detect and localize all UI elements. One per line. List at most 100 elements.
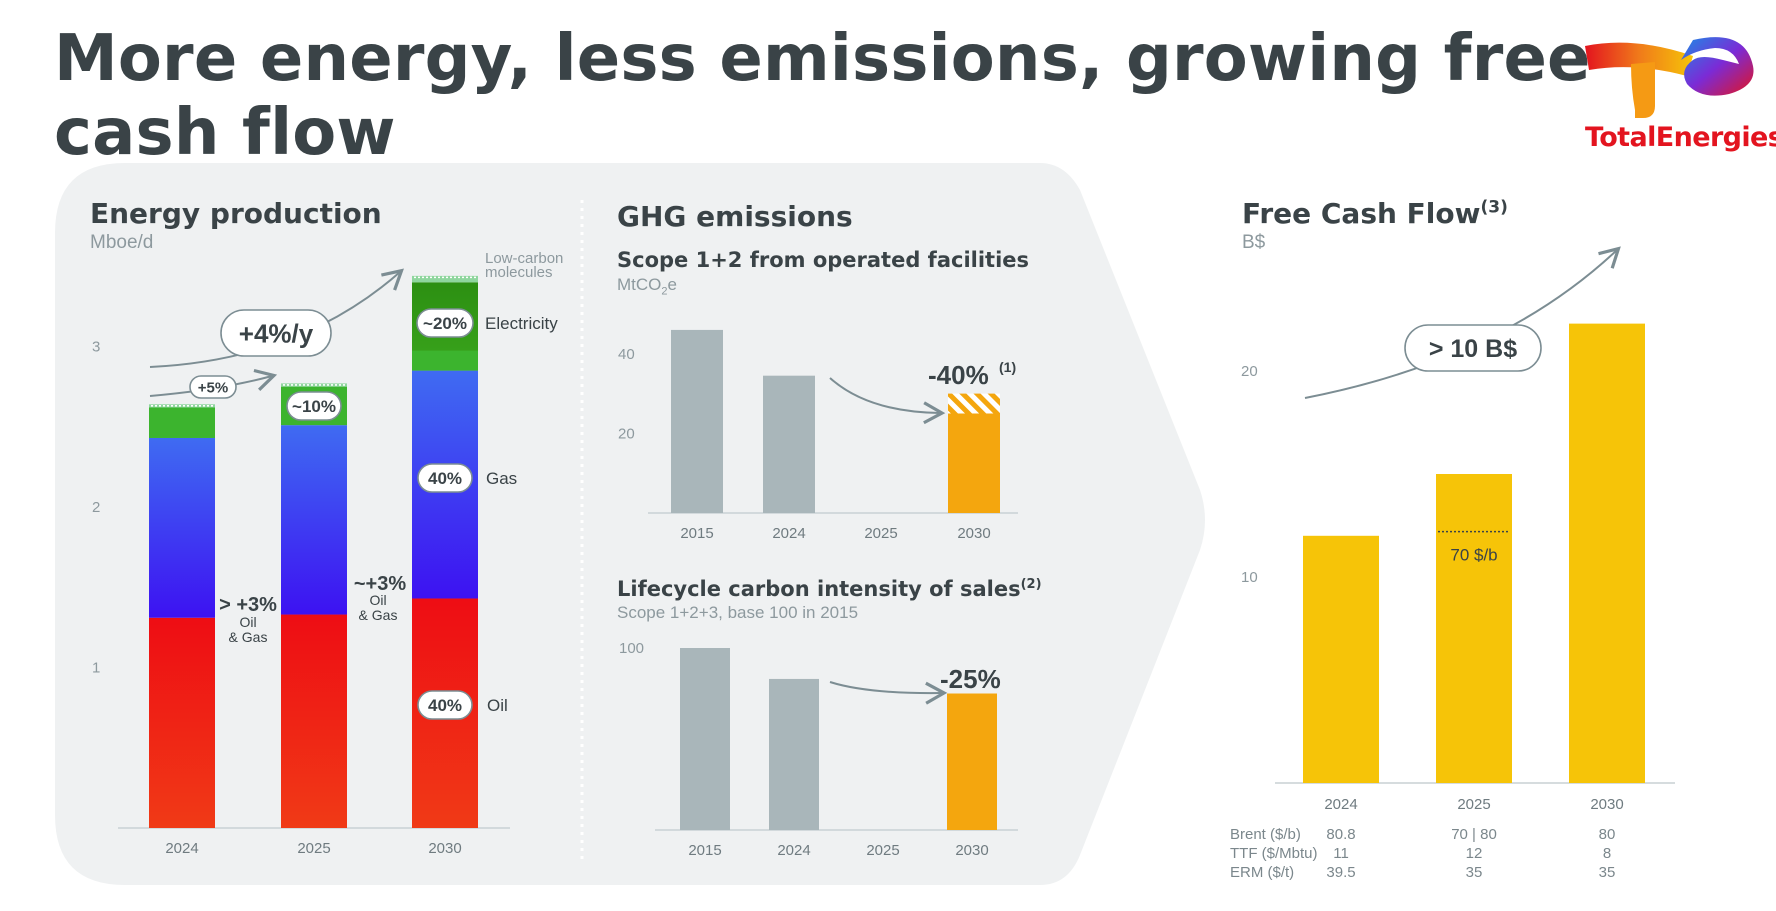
legend-lowcarbon-line2: molecules — [485, 264, 553, 281]
scope-xtick-2030: 2030 — [957, 525, 990, 542]
oil-share-2030-pill — [417, 690, 473, 720]
fcf-ytick-10: 10 — [1241, 569, 1258, 586]
fcf-target-label: > 10 B$ — [1429, 335, 1517, 363]
lci-xtick-2024: 2024 — [777, 842, 810, 859]
scope-ytick-40: 40 — [618, 346, 635, 363]
scope-delta-note: (1) — [999, 359, 1016, 375]
energy-production-title: Energy production — [90, 197, 382, 230]
lci-trend-arrow — [829, 681, 948, 705]
gas-share-2030-pill — [417, 463, 473, 493]
scope-unit: MtCO2e — [617, 275, 677, 297]
energy-xtick-2024: 2024 — [165, 840, 198, 857]
fcf-assumption-value: 80.8 — [1326, 826, 1356, 843]
oil-gas-growth-2025: > +3% — [219, 594, 277, 616]
lci-title-note: (2) — [1020, 577, 1042, 592]
fcf-assumption-value: 35 — [1465, 864, 1483, 881]
scope-bar-2030 — [948, 413, 1000, 513]
lci-bar-2015 — [680, 648, 730, 830]
lci-xtick-2015: 2015 — [688, 842, 721, 859]
lci-title: Lifecycle carbon intensity of sales(2) — [617, 577, 1042, 601]
scope-unit-prefix: MtCO — [617, 275, 662, 294]
cagr-label: +4%/y — [239, 318, 314, 348]
fcf-xtick-2030: 2030 — [1590, 796, 1623, 813]
fcf-assumption-value: 35 — [1598, 864, 1616, 881]
legend-electricity: Electricity — [485, 314, 558, 333]
scope-trend-arrow — [829, 377, 946, 425]
fcf-assumption-value: 8 — [1602, 845, 1612, 862]
fcf-assumption-value: 70 | 80 — [1451, 826, 1497, 843]
legend-gas: Gas — [486, 469, 517, 488]
electricity-share-2030-pill — [416, 308, 474, 338]
scope-bar-2030-hatched — [948, 393, 1000, 414]
energy-xtick-2030: 2030 — [428, 840, 461, 857]
fcf-assumption-label: TTF ($/Mbtu) — [1230, 845, 1318, 862]
lci-bar-2024 — [769, 678, 819, 830]
fcf-assumption-label: Brent ($/b) — [1230, 826, 1301, 843]
step-2025-label-pill — [189, 375, 237, 399]
energy-xtick-2025: 2025 — [297, 840, 330, 857]
fcf-assumption-value: 11 — [1333, 845, 1349, 862]
fcf-target-label-pill — [1404, 324, 1542, 372]
fcf-unit: B$ — [1242, 232, 1266, 253]
scope-xtick-2025: 2025 — [864, 525, 897, 542]
fcf-assumption-value: 39.5 — [1326, 864, 1356, 881]
scope-unit-sub: 2 — [661, 285, 668, 298]
energy-ytick-1: 1 — [92, 660, 100, 677]
fcf-xtick-2025: 2025 — [1457, 796, 1490, 813]
fcf-assumption-value: 12 — [1465, 845, 1483, 862]
scope-ytick-20: 20 — [618, 425, 635, 442]
scope-delta-label: -40% — [928, 360, 989, 390]
energy-bar-2025-oil — [281, 614, 347, 828]
energy-bar-2025-low-carbon-molecules — [281, 383, 347, 387]
legend-oil: Oil — [487, 696, 508, 715]
step-2025-label: +5% — [198, 379, 228, 396]
oil-gas-growth-2030: ~+3% — [354, 573, 406, 595]
scope-unit-suffix: e — [667, 275, 677, 294]
oil-gas-2025-line1: Oil — [239, 614, 256, 630]
scope-bar-2024 — [763, 375, 815, 513]
electricity-share-2025-pill — [286, 391, 342, 421]
fcf-title-note: (3) — [1480, 197, 1508, 218]
energy-production-unit: Mboe/d — [90, 232, 154, 253]
lci-xtick-2025: 2025 — [866, 842, 899, 859]
lci-unit: Scope 1+2+3, base 100 in 2015 — [617, 603, 859, 622]
energy-bar-2024-electricity — [149, 407, 215, 438]
fcf-ytick-20: 20 — [1241, 363, 1258, 380]
fcf-xtick-2024: 2024 — [1324, 796, 1357, 813]
energy-bar-2024-gas — [149, 437, 215, 618]
electricity-share-2030: ~20% — [423, 314, 467, 333]
scope-title: Scope 1+2 from operated facilities — [617, 248, 1030, 272]
electricity-share-2025: ~10% — [292, 397, 336, 416]
cagr-label-pill — [220, 309, 332, 357]
scope-bar-2015 — [671, 329, 723, 513]
lci-delta-label: -25% — [940, 664, 1001, 694]
energy-ytick-3: 3 — [92, 339, 100, 356]
legend-lowcarbon-line1: Low-carbon — [485, 250, 563, 267]
fcf-title-text: Free Cash Flow — [1242, 197, 1481, 230]
energy-bar-2024-low-carbon-molecules — [149, 404, 215, 408]
brand-name: TotalEnergies — [1585, 122, 1776, 153]
energy-bar-2024-oil — [149, 617, 215, 828]
lci-bar-2030 — [947, 693, 997, 830]
fcf-bar-2024 — [1303, 535, 1379, 783]
fcf-title: Free Cash Flow(3) — [1242, 197, 1508, 230]
fcf-bar-2025 — [1436, 474, 1512, 783]
scope-xtick-2024: 2024 — [772, 525, 805, 542]
energy-ytick-2: 2 — [92, 499, 100, 516]
gas-share-2030: 40% — [428, 469, 462, 488]
oil-gas-2030-line1: Oil — [369, 592, 386, 608]
oil-share-2030: 40% — [428, 696, 462, 715]
energy-bar-2025-gas — [281, 425, 347, 615]
oil-gas-2025-line2: & Gas — [229, 629, 268, 645]
lci-ytick-100: 100 — [619, 640, 644, 657]
page-title: More energy, less emissions, growing fre… — [54, 22, 1591, 170]
lci-xtick-2030: 2030 — [955, 842, 988, 859]
totalenergies-logo-icon — [1585, 37, 1754, 118]
fcf-bar-2030 — [1569, 323, 1645, 783]
fcf-assumption-label: ERM ($/t) — [1230, 864, 1295, 881]
oil-gas-2030-line2: & Gas — [359, 607, 398, 623]
lci-title-text: Lifecycle carbon intensity of sales — [617, 577, 1021, 601]
ghg-title: GHG emissions — [617, 200, 853, 233]
energy-bar-2030-low-carbon-molecules — [412, 275, 478, 283]
